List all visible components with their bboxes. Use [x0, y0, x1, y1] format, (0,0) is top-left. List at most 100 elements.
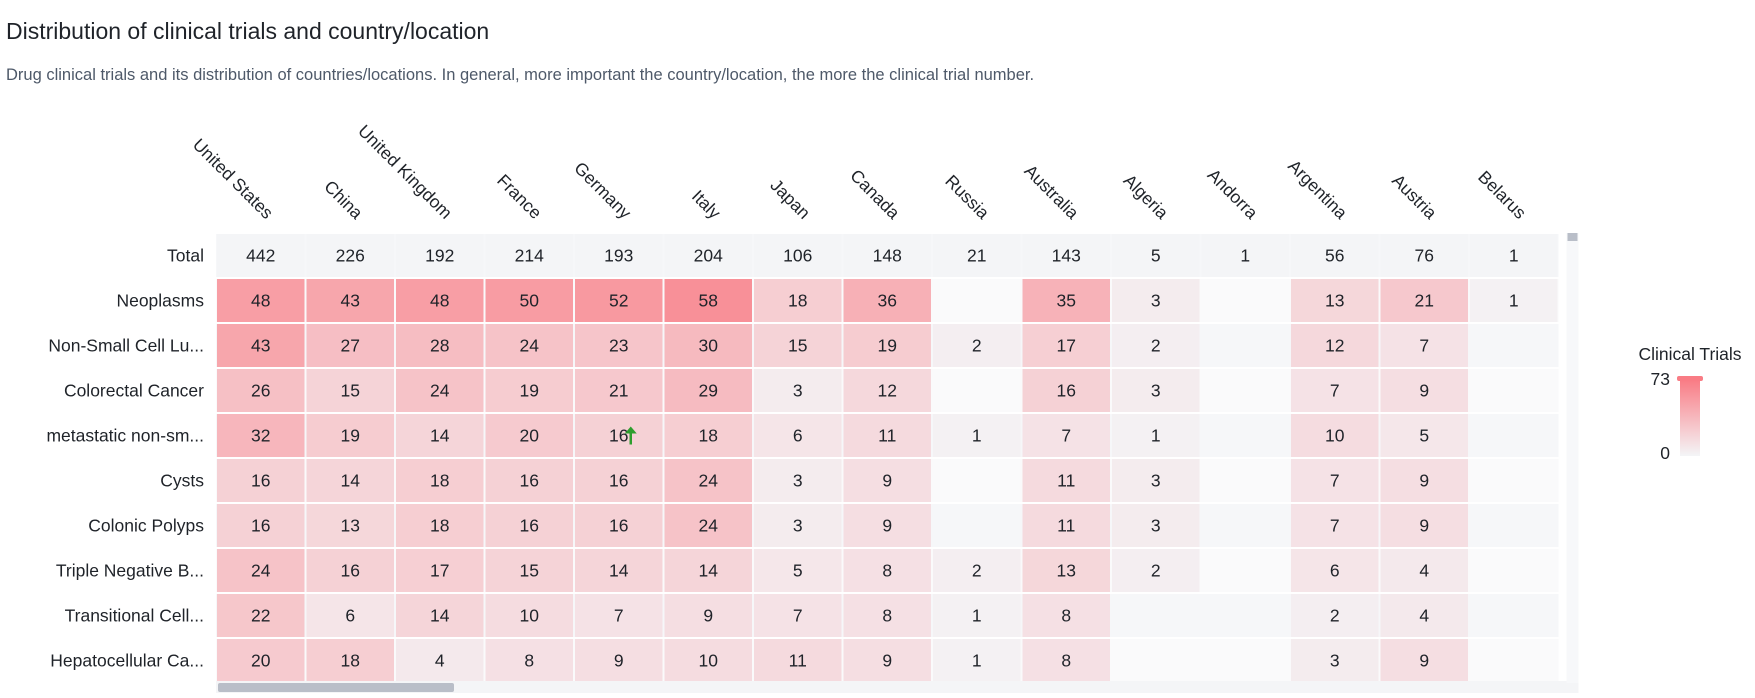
heatmap-cell[interactable]	[843, 549, 932, 592]
heatmap-cell[interactable]	[1112, 504, 1200, 547]
heatmap-cell[interactable]	[217, 594, 305, 637]
heatmap-cell[interactable]	[933, 639, 1021, 682]
heatmap-cell[interactable]	[843, 279, 932, 322]
heatmap-cell[interactable]	[754, 549, 842, 592]
heatmap-cell[interactable]	[217, 369, 305, 412]
heatmap-cell[interactable]	[1291, 504, 1379, 547]
heatmap-cell[interactable]	[217, 279, 305, 322]
heatmap-cell[interactable]	[217, 324, 305, 367]
heatmap-cell[interactable]	[1022, 594, 1111, 637]
heatmap-cell[interactable]	[1112, 324, 1200, 367]
heatmap-cell[interactable]	[1112, 414, 1200, 457]
total-cell[interactable]	[1112, 234, 1200, 277]
total-cell[interactable]	[1380, 234, 1469, 277]
heatmap-cell[interactable]	[664, 504, 753, 547]
total-cell[interactable]	[396, 234, 484, 277]
heatmap-cell[interactable]	[575, 549, 663, 592]
heatmap-cell[interactable]	[575, 459, 663, 502]
heatmap-cell[interactable]	[485, 414, 574, 457]
heatmap-cell[interactable]	[306, 459, 395, 502]
heatmap-cell[interactable]	[575, 414, 663, 457]
heatmap-cell[interactable]	[306, 279, 395, 322]
heatmap-cell[interactable]	[933, 324, 1021, 367]
legend-max-handle[interactable]	[1677, 376, 1703, 381]
total-cell[interactable]	[933, 234, 1021, 277]
heatmap-cell[interactable]	[575, 369, 663, 412]
heatmap-cell[interactable]	[664, 459, 753, 502]
heatmap-cell[interactable]	[1112, 369, 1200, 412]
heatmap-cell[interactable]	[1291, 324, 1379, 367]
heatmap-cell[interactable]	[575, 279, 663, 322]
heatmap-cell[interactable]	[843, 594, 932, 637]
heatmap-cell[interactable]	[1022, 459, 1111, 502]
heatmap-cell[interactable]	[754, 324, 842, 367]
heatmap-cell[interactable]	[1380, 504, 1469, 547]
heatmap-cell[interactable]	[396, 324, 484, 367]
heatmap-cell[interactable]	[1291, 279, 1379, 322]
heatmap-cell[interactable]	[306, 504, 395, 547]
heatmap-cell[interactable]	[396, 459, 484, 502]
heatmap-cell[interactable]	[754, 369, 842, 412]
heatmap-cell[interactable]	[396, 639, 484, 682]
vertical-scrollbar-track[interactable]	[1566, 233, 1579, 683]
heatmap-cell[interactable]	[664, 324, 753, 367]
heatmap-cell[interactable]	[843, 324, 932, 367]
heatmap-cell[interactable]	[1380, 369, 1469, 412]
heatmap-cell[interactable]	[1022, 369, 1111, 412]
heatmap-cell[interactable]	[575, 324, 663, 367]
heatmap-cell[interactable]	[754, 594, 842, 637]
heatmap-cell[interactable]	[217, 639, 305, 682]
heatmap-cell[interactable]	[1380, 639, 1469, 682]
heatmap-cell[interactable]	[485, 504, 574, 547]
heatmap-cell[interactable]	[754, 639, 842, 682]
heatmap-cell[interactable]	[485, 459, 574, 502]
heatmap-cell[interactable]	[664, 279, 753, 322]
heatmap-cell[interactable]	[306, 594, 395, 637]
heatmap-cell[interactable]	[485, 639, 574, 682]
heatmap-cell[interactable]	[306, 369, 395, 412]
heatmap-cell[interactable]	[575, 504, 663, 547]
heatmap-cell[interactable]	[1291, 369, 1379, 412]
heatmap-cell[interactable]	[754, 279, 842, 322]
heatmap-cell[interactable]	[933, 594, 1021, 637]
heatmap-cell[interactable]	[933, 414, 1021, 457]
heatmap-cell[interactable]	[1470, 279, 1558, 322]
heatmap-cell[interactable]	[306, 324, 395, 367]
heatmap-cell[interactable]	[485, 279, 574, 322]
total-cell[interactable]	[306, 234, 395, 277]
heatmap-cell[interactable]	[754, 504, 842, 547]
heatmap-cell[interactable]	[1022, 639, 1111, 682]
heatmap-cell[interactable]	[1112, 459, 1200, 502]
total-cell[interactable]	[217, 234, 305, 277]
heatmap-cell[interactable]	[306, 549, 395, 592]
heatmap-cell[interactable]	[843, 369, 932, 412]
heatmap-cell[interactable]	[575, 594, 663, 637]
heatmap-cell[interactable]	[1022, 549, 1111, 592]
heatmap-cell[interactable]	[664, 414, 753, 457]
total-cell[interactable]	[754, 234, 842, 277]
heatmap-cell[interactable]	[1022, 504, 1111, 547]
total-cell[interactable]	[1022, 234, 1111, 277]
total-cell[interactable]	[1291, 234, 1379, 277]
heatmap-cell[interactable]	[1380, 324, 1469, 367]
total-cell[interactable]	[485, 234, 574, 277]
heatmap-cell[interactable]	[664, 369, 753, 412]
heatmap-cell[interactable]	[485, 549, 574, 592]
heatmap-cell[interactable]	[396, 414, 484, 457]
heatmap-cell[interactable]	[1380, 414, 1469, 457]
heatmap-cell[interactable]	[485, 594, 574, 637]
heatmap-cell[interactable]	[933, 549, 1021, 592]
total-cell[interactable]	[1201, 234, 1290, 277]
total-cell[interactable]	[1470, 234, 1558, 277]
heatmap-cell[interactable]	[396, 369, 484, 412]
total-cell[interactable]	[843, 234, 932, 277]
heatmap-cell[interactable]	[843, 459, 932, 502]
heatmap-cell[interactable]	[1380, 279, 1469, 322]
total-cell[interactable]	[575, 234, 663, 277]
heatmap-cell[interactable]	[843, 639, 932, 682]
heatmap-cell[interactable]	[664, 549, 753, 592]
heatmap-cell[interactable]	[485, 324, 574, 367]
horizontal-scrollbar-thumb[interactable]	[218, 683, 454, 692]
heatmap-cell[interactable]	[575, 639, 663, 682]
heatmap-cell[interactable]	[1291, 594, 1379, 637]
